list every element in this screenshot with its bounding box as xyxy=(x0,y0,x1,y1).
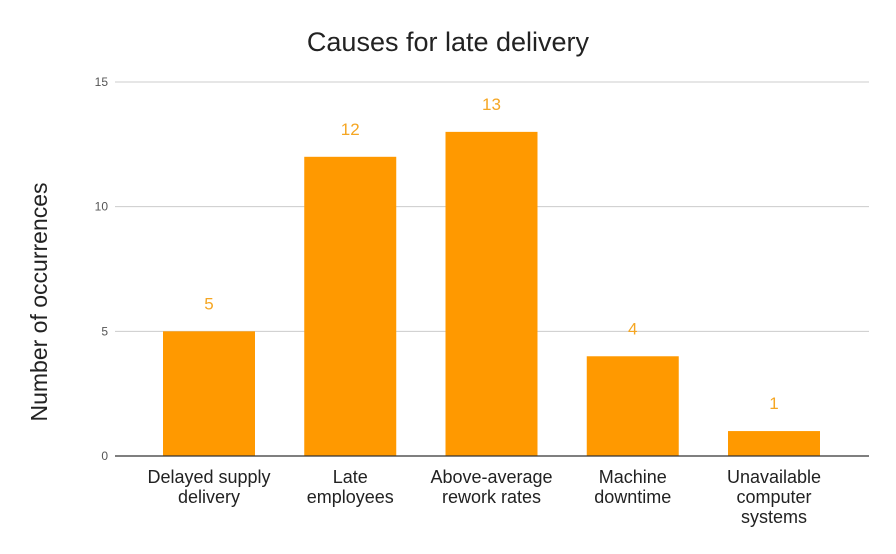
x-tick-label: rework rates xyxy=(442,487,541,507)
x-tick-label: employees xyxy=(307,487,394,507)
bar xyxy=(728,431,820,456)
y-tick-label: 0 xyxy=(101,449,108,463)
bar xyxy=(163,331,255,456)
y-axis-label: Number of occurrences xyxy=(26,182,52,421)
data-label: 1 xyxy=(769,394,778,413)
y-tick-label: 15 xyxy=(95,75,109,89)
chart-title: Causes for late delivery xyxy=(307,27,590,57)
data-label: 12 xyxy=(341,120,360,139)
x-tick-label: Unavailable xyxy=(727,467,821,487)
y-tick-label: 5 xyxy=(101,324,108,338)
data-label: 5 xyxy=(204,294,213,313)
x-tick-label: Machine xyxy=(599,467,667,487)
data-labels: 5 12 13 4 1 xyxy=(204,95,778,413)
data-label: 13 xyxy=(482,95,501,114)
bars xyxy=(163,131,820,457)
x-tick-label: delivery xyxy=(178,487,240,507)
bar xyxy=(586,356,679,456)
data-label: 4 xyxy=(628,319,637,338)
x-tick-label: Above-average xyxy=(430,467,552,487)
x-tick-label: systems xyxy=(741,507,807,527)
x-tick-label: downtime xyxy=(594,487,671,507)
x-tick-label: Late xyxy=(333,467,368,487)
x-tick-label: computer xyxy=(736,487,811,507)
y-axis-ticks: 0 5 10 15 xyxy=(95,75,109,463)
bar xyxy=(445,131,538,456)
y-tick-label: 10 xyxy=(95,200,109,214)
x-tick-label: Delayed supply xyxy=(147,467,270,487)
bar xyxy=(304,156,397,457)
